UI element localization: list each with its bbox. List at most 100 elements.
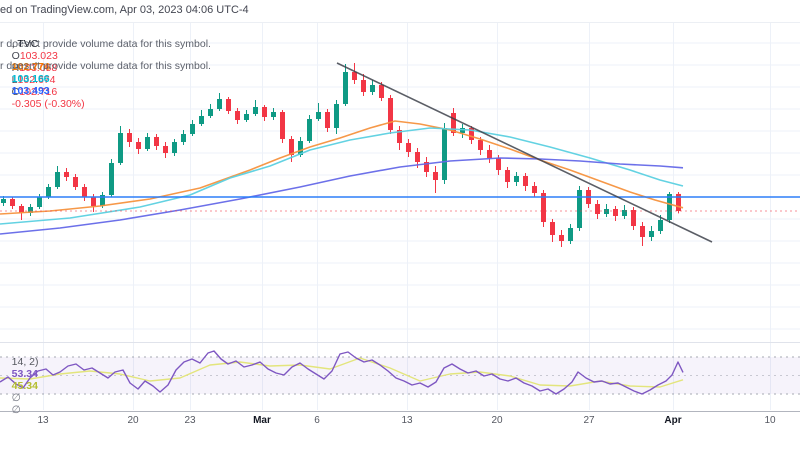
- candle-up: [316, 111, 321, 119]
- close-value: 102.716: [19, 86, 58, 98]
- candle-down: [595, 203, 600, 215]
- candle-down: [325, 111, 330, 128]
- rsi-legend-row[interactable]: 14, 2) 53.34 45.34 ∅ ∅: [0, 344, 45, 428]
- candle-down: [640, 226, 645, 238]
- candle-down: [397, 129, 402, 143]
- candle-down: [532, 185, 537, 193]
- candle-up: [667, 193, 672, 221]
- candle-up: [460, 127, 465, 133]
- candle-up: [298, 140, 303, 155]
- rsi-params: 14, 2): [11, 356, 39, 368]
- candle-down: [10, 198, 15, 206]
- time-axis-label: 6: [314, 415, 320, 426]
- time-axis-label: Apr: [664, 415, 682, 426]
- candle-up: [37, 196, 42, 207]
- candle-up: [334, 103, 339, 128]
- candle-up: [28, 206, 33, 214]
- empty-set-icon: ∅: [11, 404, 21, 416]
- candle-down: [64, 171, 69, 177]
- candle-up: [514, 175, 519, 182]
- rsi-ma-line: [0, 357, 684, 388]
- high-label: H: [11, 62, 20, 74]
- empty-set-icon: ∅: [11, 392, 21, 404]
- rsi-ma-value: 45.34: [11, 380, 38, 392]
- time-axis-label: Mar: [253, 415, 271, 426]
- open-label: O: [11, 50, 20, 62]
- candle-up: [208, 108, 213, 116]
- candle-up: [190, 123, 195, 134]
- open-value: 103.023: [19, 50, 58, 62]
- candle-down: [505, 169, 510, 182]
- candle-up: [658, 220, 663, 232]
- candle-down: [136, 141, 141, 149]
- candle-up: [199, 115, 204, 124]
- candle-down: [289, 138, 294, 155]
- published-on-header: ed on TradingView.com, Apr 03, 2023 04:0…: [0, 4, 249, 16]
- low-value: 102.674: [17, 74, 56, 86]
- candle-down: [163, 145, 168, 153]
- candle-down: [154, 136, 159, 146]
- candle-down: [82, 186, 87, 197]
- candle-down: [550, 222, 555, 236]
- candle-up: [271, 111, 276, 117]
- ma-legend-row[interactable]: 102.774 103.166 103.493: [0, 49, 56, 109]
- no-volume-note-1: r doesn't provide volume data for this s…: [0, 38, 211, 50]
- time-axis[interactable]: 13 20 23 Mar 6 13 20 27 Apr 10: [0, 412, 800, 430]
- candle-down: [379, 84, 384, 98]
- candle-down: [280, 111, 285, 139]
- candle-up: [145, 136, 150, 149]
- no-volume-note-2: r doesn't provide volume data for this s…: [0, 60, 211, 72]
- header-divider: [0, 22, 800, 23]
- candle-up: [622, 209, 627, 217]
- time-axis-label: 13: [401, 415, 413, 426]
- time-axis-label: 27: [583, 415, 595, 426]
- candle-down: [415, 151, 420, 162]
- candle-down: [262, 106, 267, 117]
- candle-up: [244, 113, 249, 120]
- candle-up: [109, 162, 114, 195]
- symbol-legend-row[interactable]: , TVC O103.023 H103.058 L102.674 C102.71…: [0, 26, 85, 122]
- candle-down: [406, 142, 411, 152]
- candle-down: [487, 149, 492, 158]
- candle-up: [1, 198, 6, 203]
- candle-down: [451, 112, 456, 133]
- ma-fast-line: [0, 120, 684, 215]
- candle-up: [217, 98, 222, 109]
- low-label: L: [11, 74, 18, 86]
- candle-down: [388, 97, 393, 130]
- time-axis-label: 20: [127, 415, 139, 426]
- candle-down: [676, 193, 681, 211]
- symbol-fragment: , TVC: [11, 38, 39, 50]
- time-axis-label: 10: [764, 415, 776, 426]
- time-axis-label: 13: [37, 415, 49, 426]
- candle-down: [478, 139, 483, 150]
- ma-fast-value: 102.774: [11, 61, 50, 73]
- close-label: C: [11, 86, 20, 98]
- trendline-drawing[interactable]: [336, 62, 713, 243]
- candle-down: [424, 161, 429, 172]
- candle-up: [172, 141, 177, 153]
- candle-up: [253, 106, 258, 114]
- candle-down: [631, 209, 636, 227]
- high-value: 103.058: [19, 62, 58, 74]
- candle-down: [19, 205, 24, 214]
- candle-down: [613, 208, 618, 217]
- candle-down: [433, 171, 438, 180]
- candle-up: [568, 228, 573, 242]
- candle-down: [559, 235, 564, 242]
- candle-down: [91, 196, 96, 206]
- candle-down: [352, 71, 357, 80]
- candle-up: [118, 132, 123, 163]
- candle-down: [469, 127, 474, 140]
- candle-down: [541, 192, 546, 223]
- candle-up: [46, 186, 51, 197]
- candle-down: [73, 176, 78, 187]
- ma-slow-value: 103.493: [11, 85, 50, 97]
- ma-mid-value: 103.166: [11, 73, 50, 85]
- candle-down: [127, 132, 132, 142]
- time-axis-label: 23: [184, 415, 196, 426]
- candle-down: [235, 110, 240, 120]
- candle-down: [226, 98, 231, 111]
